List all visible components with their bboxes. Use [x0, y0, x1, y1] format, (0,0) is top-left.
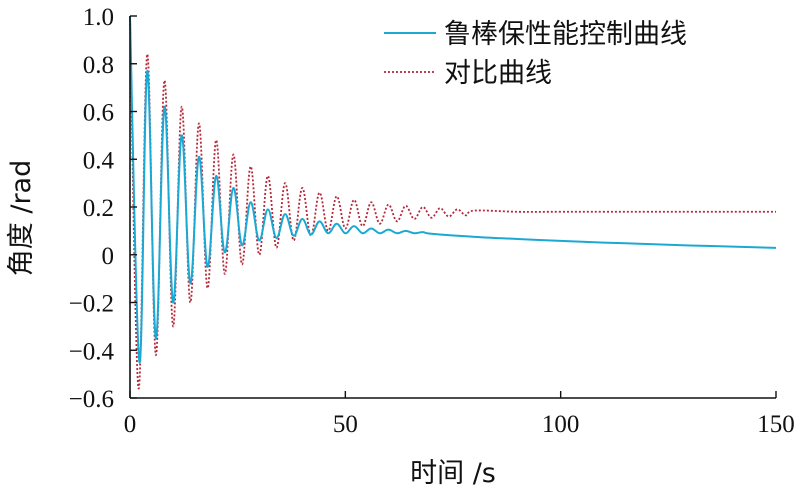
- y-tick-label: 0.2: [83, 195, 114, 222]
- y-tick-label: 1.0: [83, 4, 114, 31]
- legend-label-robust: 鲁棒保性能控制曲线: [444, 19, 687, 50]
- y-tick-label: −0.6: [69, 386, 114, 413]
- y-tick-label: −0.2: [69, 291, 114, 318]
- y-tick-label: 0.8: [83, 52, 114, 79]
- y-axis-label: 角度 /rad: [6, 160, 37, 276]
- x-axis-label: 时间 /s: [410, 458, 496, 489]
- plot-lines: [129, 15, 777, 390]
- ticks: 0 50 100 150 −0.6 −0.4 −0.2 0 0.2 0.4 0.6 0.8 1.0: [69, 4, 795, 438]
- series-line-robust: [129, 15, 777, 364]
- y-tick-label: 0.4: [83, 147, 115, 174]
- legend: 鲁棒保性能控制曲线 对比曲线: [384, 19, 687, 89]
- y-tick-label: 0: [102, 243, 115, 270]
- legend-label-compare: 对比曲线: [444, 58, 552, 89]
- x-tick-label: 50: [333, 411, 358, 438]
- series-line-compare: [129, 15, 776, 390]
- x-tick-label: 100: [542, 411, 580, 438]
- y-tick-label: 0.6: [83, 100, 114, 127]
- x-tick-label: 150: [757, 411, 795, 438]
- y-tick-label: −0.4: [69, 338, 115, 365]
- x-tick-label: 0: [124, 411, 137, 438]
